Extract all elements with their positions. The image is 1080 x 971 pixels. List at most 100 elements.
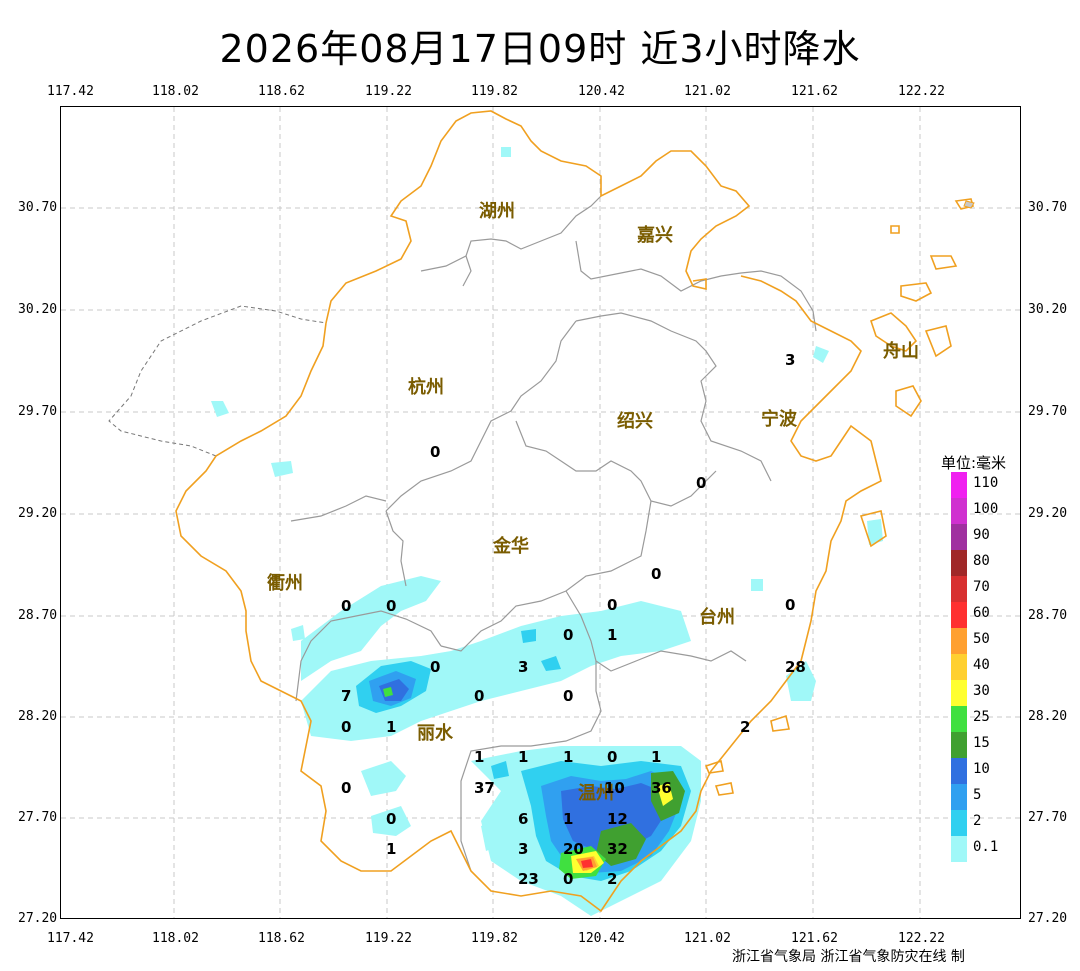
legend-label: 25 [973, 709, 990, 725]
legend-item: 70 [951, 576, 1041, 602]
legend-item: 60 [951, 602, 1041, 628]
legend-label: 80 [973, 553, 990, 569]
station-value: 0 [430, 443, 441, 461]
legend-label: 30 [973, 683, 990, 699]
station-value: 0 [785, 596, 796, 614]
station-value: 37 [474, 779, 495, 797]
station-value: 1 [607, 626, 618, 644]
legend-item: 80 [951, 550, 1041, 576]
station-value: 3 [518, 658, 529, 676]
legend-swatch [951, 836, 967, 862]
station-value: 3 [518, 840, 529, 858]
station-value: 1 [563, 810, 574, 828]
station-value: 7 [341, 687, 352, 705]
station-value: 0 [430, 658, 441, 676]
station-value: 10 [604, 779, 625, 797]
city-label-hangzhou: 杭州 [408, 377, 444, 398]
lat-tick-right: 29.20 [1028, 506, 1068, 521]
station-value: 23 [518, 870, 539, 888]
station-value: 20 [563, 840, 584, 858]
lon-tick-top: 122.22 [898, 84, 945, 99]
station-value: 0 [563, 687, 574, 705]
station-value: 12 [607, 810, 628, 828]
lat-tick-left: 27.70 [18, 810, 58, 825]
legend-item: 30 [951, 680, 1041, 706]
lat-tick-right: 27.70 [1028, 810, 1068, 825]
lon-tick-top: 121.62 [791, 84, 838, 99]
city-label-jinhua: 金华 [493, 536, 529, 557]
lon-tick-bottom: 119.22 [365, 931, 412, 946]
lon-tick-bottom: 118.62 [258, 931, 305, 946]
lon-tick-bottom: 121.02 [684, 931, 731, 946]
legend-swatch [951, 810, 967, 836]
lat-tick-left: 29.70 [18, 404, 58, 419]
station-value: 1 [651, 748, 662, 766]
lat-tick-right: 27.20 [1028, 911, 1068, 926]
city-label-huzhou: 湖州 [479, 201, 515, 222]
legend-item: 50 [951, 628, 1041, 654]
station-value: 1 [386, 718, 397, 736]
legend-label: 110 [973, 475, 999, 491]
lon-tick-top: 117.42 [47, 84, 94, 99]
lat-tick-right: 30.70 [1028, 200, 1068, 215]
lon-tick-bottom: 122.22 [898, 931, 945, 946]
map-frame[interactable]: 湖州 嘉兴 杭州 绍兴 宁波 金华 衢州 台州 丽水 温州 舟山 3 0 0 0… [60, 106, 1021, 919]
legend-label: 5 [973, 787, 982, 803]
legend-label: 50 [973, 631, 990, 647]
legend-label: 15 [973, 735, 990, 751]
legend-swatch [951, 784, 967, 810]
lat-tick-right: 29.70 [1028, 404, 1068, 419]
station-value: 2 [740, 718, 751, 736]
legend-item: 90 [951, 524, 1041, 550]
legend-item: 5 [951, 784, 1041, 810]
station-value: 0 [563, 626, 574, 644]
lon-tick-bottom: 121.62 [791, 931, 838, 946]
station-value: 0 [341, 779, 352, 797]
legend-item: 100 [951, 498, 1041, 524]
legend-label: 60 [973, 605, 990, 621]
lon-tick-top: 118.02 [152, 84, 199, 99]
lon-tick-bottom: 120.42 [578, 931, 625, 946]
lon-tick-bottom: 119.82 [471, 931, 518, 946]
station-value: 2 [607, 870, 618, 888]
lat-tick-left: 27.20 [18, 911, 58, 926]
station-value: 32 [607, 840, 628, 858]
legend-swatch [951, 498, 967, 524]
legend-label: 2 [973, 813, 982, 829]
lon-tick-top: 118.62 [258, 84, 305, 99]
legend-item: 2 [951, 810, 1041, 836]
lon-tick-top: 120.42 [578, 84, 625, 99]
city-label-wenzhou: 温州 [578, 783, 614, 804]
city-label-zhoushan: 舟山 [883, 341, 919, 362]
station-value: 1 [563, 748, 574, 766]
station-value: 36 [651, 779, 672, 797]
map-title: 2026年08月17日09时 近3小时降水 [219, 27, 861, 71]
legend-item: 15 [951, 732, 1041, 758]
lat-tick-right: 30.20 [1028, 302, 1068, 317]
legend-label: 10 [973, 761, 990, 777]
legend-title: 单位:毫米 [941, 454, 1007, 472]
station-value: 0 [607, 748, 618, 766]
lat-tick-left: 29.20 [18, 506, 58, 521]
station-value: 1 [518, 748, 529, 766]
legend-item: 110 [951, 472, 1041, 498]
station-value: 0 [696, 474, 707, 492]
lat-tick-left: 30.70 [18, 200, 58, 215]
station-value: 1 [386, 840, 397, 858]
legend-swatch [951, 680, 967, 706]
lat-tick-left: 30.20 [18, 302, 58, 317]
precipitation-map [61, 107, 1020, 918]
station-value: 1 [474, 748, 485, 766]
lat-tick-right: 28.20 [1028, 709, 1068, 724]
legend-swatch [951, 732, 967, 758]
city-label-shaoxing: 绍兴 [617, 411, 653, 432]
station-value: 0 [386, 597, 397, 615]
legend-swatch [951, 602, 967, 628]
legend-item: 0.1 [951, 836, 1041, 862]
legend-swatch [951, 472, 967, 498]
lon-tick-top: 119.82 [471, 84, 518, 99]
station-value: 0 [341, 597, 352, 615]
legend-label: 90 [973, 527, 990, 543]
station-value: 3 [785, 351, 796, 369]
station-value: 28 [785, 658, 806, 676]
